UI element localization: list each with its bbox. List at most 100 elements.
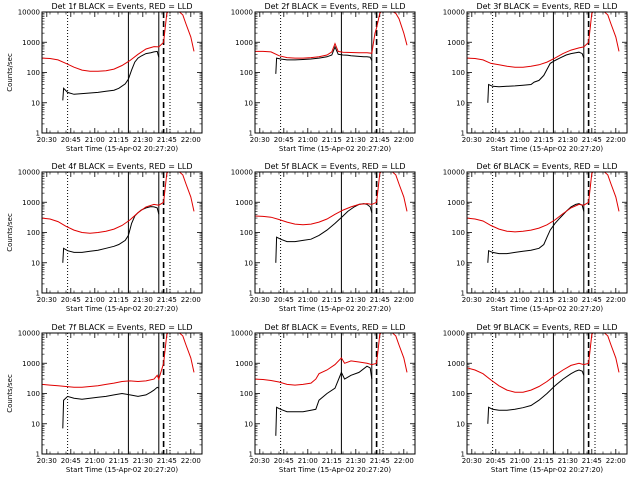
x-tick-label: 21:00 xyxy=(85,457,105,465)
chart-title: Det 3f BLACK = Events, RED = LLD xyxy=(476,2,617,11)
x-tick-label: 22:00 xyxy=(606,136,626,144)
x-tick-label: 21:30 xyxy=(346,136,366,144)
x-tick-label: 21:15 xyxy=(109,136,129,144)
y-tick-label: 100 xyxy=(27,229,40,237)
x-tick-label: 20:45 xyxy=(486,457,506,465)
events-series-line xyxy=(275,203,373,263)
x-tick-label: 21:00 xyxy=(298,136,318,144)
y-tick-label: 10000 xyxy=(231,330,253,338)
x-tick-label: 20:30 xyxy=(37,296,57,304)
x-axis-label: Start Time (15-Apr-02 20:27:20) xyxy=(491,305,603,313)
x-tick-label: 21:30 xyxy=(558,296,578,304)
x-tick-label: 21:15 xyxy=(322,457,342,465)
x-tick-label: 21:45 xyxy=(157,136,177,144)
y-tick-label: 100 xyxy=(452,390,465,398)
x-tick-label: 22:00 xyxy=(394,457,414,465)
x-tick-label: 22:00 xyxy=(606,457,626,465)
y-tick-label: 1 xyxy=(36,290,40,298)
x-tick-label: 21:00 xyxy=(298,457,318,465)
x-tick-label: 21:30 xyxy=(133,457,153,465)
y-tick-label: 1000 xyxy=(22,199,40,207)
plot-frame xyxy=(466,332,628,455)
x-tick-label: 21:00 xyxy=(510,296,530,304)
chart-title: Det 7f BLACK = Events, RED = LLD xyxy=(51,323,192,332)
x-axis-label: Start Time (15-Apr-02 20:27:20) xyxy=(491,145,603,153)
lld-series-line xyxy=(255,333,408,386)
y-tick-label: 1 xyxy=(461,451,465,459)
x-tick-label: 21:00 xyxy=(298,296,318,304)
x-axis-label: Start Time (15-Apr-02 20:27:20) xyxy=(66,305,178,313)
y-tick-label: 100 xyxy=(240,229,253,237)
x-tick-label: 20:30 xyxy=(37,457,57,465)
chart-panel-2: Det 2f BLACK = Events, RED = LLD 1 10 100 10… xyxy=(231,2,416,153)
y-tick-label: 100 xyxy=(27,69,40,77)
y-tick-label: 1 xyxy=(36,130,40,138)
events-series-line xyxy=(275,365,373,436)
plot-frame xyxy=(254,332,416,455)
y-tick-label: 100 xyxy=(240,390,253,398)
chart-title: Det 1f BLACK = Events, RED = LLD xyxy=(51,2,192,11)
y-tick-label: 10000 xyxy=(18,169,40,177)
x-tick-label: 21:30 xyxy=(558,457,578,465)
events-series-line xyxy=(487,369,585,424)
events-series-line xyxy=(487,203,585,263)
plot-frame xyxy=(254,171,416,294)
x-tick-label: 20:45 xyxy=(61,136,81,144)
y-tick-label: 1000 xyxy=(22,360,40,368)
events-series-line xyxy=(487,51,585,103)
y-tick-label: 1000 xyxy=(22,39,40,47)
y-tick-label: 10 xyxy=(456,420,465,428)
x-tick-label: 21:45 xyxy=(370,136,390,144)
plot-frame xyxy=(254,11,416,134)
x-tick-label: 21:45 xyxy=(370,457,390,465)
x-tick-label: 21:15 xyxy=(534,457,554,465)
y-tick-label: 10000 xyxy=(231,9,253,17)
x-tick-label: 21:00 xyxy=(510,457,530,465)
x-axis-label: Start Time (15-Apr-02 20:27:20) xyxy=(491,466,603,474)
x-tick-label: 20:45 xyxy=(274,136,294,144)
y-tick-label: 10000 xyxy=(18,9,40,17)
x-tick-label: 22:00 xyxy=(181,136,201,144)
x-tick-label: 20:30 xyxy=(462,457,482,465)
x-tick-label: 20:30 xyxy=(37,136,57,144)
events-series-line xyxy=(62,206,160,263)
y-tick-label: 100 xyxy=(452,69,465,77)
x-tick-label: 21:15 xyxy=(534,136,554,144)
x-tick-label: 22:00 xyxy=(394,296,414,304)
x-tick-label: 22:00 xyxy=(606,296,626,304)
x-tick-label: 21:45 xyxy=(370,296,390,304)
lld-series-line xyxy=(255,172,408,226)
chart-panel-9: Det 9f BLACK = Events, RED = LLD 1 10 100 10… xyxy=(443,323,628,474)
x-tick-label: 20:30 xyxy=(462,296,482,304)
x-tick-label: 20:30 xyxy=(462,136,482,144)
x-tick-label: 20:30 xyxy=(250,136,270,144)
y-tick-label: 10 xyxy=(31,420,40,428)
chart-title: Det 8f BLACK = Events, RED = LLD xyxy=(264,323,405,332)
y-tick-label: 1 xyxy=(461,130,465,138)
lld-series-line xyxy=(42,333,195,388)
x-tick-label: 20:45 xyxy=(274,296,294,304)
chart-title: Det 9f BLACK = Events, RED = LLD xyxy=(476,323,617,332)
y-axis-label: Counts/sec xyxy=(6,53,14,92)
y-tick-label: 10000 xyxy=(18,330,40,338)
plot-frame xyxy=(41,171,203,294)
x-tick-label: 21:30 xyxy=(133,296,153,304)
x-tick-label: 22:00 xyxy=(394,136,414,144)
chart-panel-5: Det 5f BLACK = Events, RED = LLD 1 10 100 10… xyxy=(231,162,416,313)
x-tick-label: 21:15 xyxy=(322,136,342,144)
chart-title: Det 5f BLACK = Events, RED = LLD xyxy=(264,162,405,171)
lld-series-line xyxy=(42,172,195,234)
events-series-line xyxy=(62,50,160,101)
x-tick-label: 22:00 xyxy=(181,457,201,465)
x-tick-label: 20:45 xyxy=(486,296,506,304)
y-tick-label: 10 xyxy=(31,99,40,107)
y-tick-label: 10 xyxy=(456,259,465,267)
y-tick-label: 10 xyxy=(244,420,253,428)
chart-title: Det 6f BLACK = Events, RED = LLD xyxy=(476,162,617,171)
x-tick-label: 21:00 xyxy=(85,136,105,144)
x-tick-label: 21:30 xyxy=(346,457,366,465)
x-tick-label: 20:45 xyxy=(61,296,81,304)
x-axis-label: Start Time (15-Apr-02 20:27:20) xyxy=(66,145,178,153)
chart-panel-3: Det 3f BLACK = Events, RED = LLD 1 10 100 10… xyxy=(443,2,628,153)
